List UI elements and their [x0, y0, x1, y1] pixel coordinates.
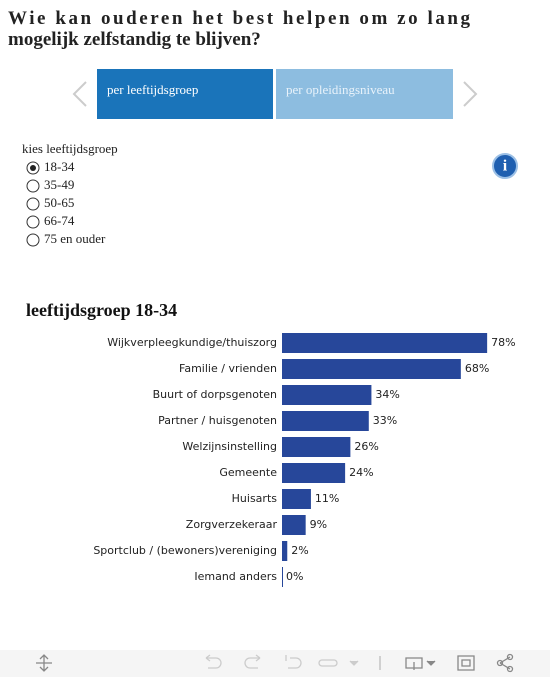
next-arrow[interactable] — [463, 81, 478, 107]
category-label: Welzijnsinstelling — [182, 440, 277, 453]
share-dot — [506, 665, 514, 673]
value-label: 0% — [286, 570, 303, 583]
share-dot — [496, 659, 504, 667]
move-icon[interactable] — [36, 654, 52, 672]
category-label: Partner / huisgenoten — [158, 414, 277, 427]
chart-title: leeftijdsgroep 18-34 — [26, 300, 177, 320]
bar[interactable] — [282, 541, 288, 561]
filter-label: kies leeftijdsgroep — [22, 141, 118, 156]
dropdown[interactable] — [349, 660, 359, 666]
toolbar — [0, 650, 550, 677]
bar[interactable] — [282, 463, 346, 483]
revert-icon[interactable] — [285, 655, 302, 669]
category-label: Familie / vrienden — [179, 362, 277, 375]
bar[interactable] — [282, 489, 311, 509]
radio-label[interactable]: 18-34 — [44, 159, 75, 174]
tab-active[interactable] — [97, 69, 273, 119]
radio-label[interactable]: 75 en ouder — [44, 231, 106, 246]
bar-chart: Wijkverpleegkundige/thuiszorg 78% Familie … — [93, 333, 516, 587]
info-glyph: i — [503, 158, 508, 175]
fullscreen-icon[interactable] — [457, 655, 475, 671]
bar[interactable] — [282, 359, 461, 379]
info-icon[interactable] — [492, 153, 518, 179]
category-label: Gemeente — [219, 466, 277, 479]
bar[interactable] — [282, 567, 283, 587]
radio-label[interactable]: 35-49 — [44, 177, 74, 192]
category-label: Huisarts — [232, 492, 278, 505]
category-label: Iemand anders — [194, 570, 277, 583]
radio[interactable] — [26, 215, 40, 229]
value-label: 9% — [310, 518, 327, 531]
share-dot — [506, 653, 514, 661]
radio-dot — [30, 165, 36, 171]
bar[interactable] — [282, 515, 306, 535]
dropdown[interactable] — [426, 660, 436, 666]
refresh-icon[interactable] — [318, 659, 338, 667]
title: Wie kan ouderen het best helpen om zo la… — [8, 8, 470, 29]
bar[interactable] — [282, 437, 351, 457]
bar[interactable] — [282, 411, 369, 431]
title: mogelijk zelfstandig te blijven? — [8, 29, 261, 50]
bar[interactable] — [282, 333, 488, 353]
radio-label[interactable]: 50-65 — [44, 195, 74, 210]
title-line: Wie kan ouderen het best helpen om zo la… — [8, 8, 470, 29]
value-label: 68% — [465, 362, 489, 375]
radio[interactable] — [26, 233, 40, 247]
value-label: 11% — [315, 492, 339, 505]
title-line: mogelijk zelfstandig te blijven? — [8, 29, 261, 50]
radio[interactable] — [26, 197, 40, 211]
redo-icon[interactable] — [244, 654, 261, 669]
radio-label[interactable]: 66-74 — [44, 213, 75, 228]
download-icon[interactable] — [405, 657, 423, 670]
value-label: 34% — [375, 388, 399, 401]
undo-icon[interactable] — [205, 654, 222, 669]
value-label: 2% — [291, 544, 308, 557]
category-label: Wijkverpleegkundige/thuiszorg — [107, 336, 277, 349]
tab[interactable] — [276, 69, 453, 119]
value-label: 24% — [349, 466, 373, 479]
category-label: Zorgverzekeraar — [186, 518, 278, 531]
value-label: 33% — [373, 414, 397, 427]
tab-label[interactable]: per opleidingsniveau — [286, 82, 395, 97]
radio[interactable] — [26, 179, 40, 193]
value-label: 26% — [354, 440, 378, 453]
prev-arrow[interactable] — [72, 81, 87, 107]
value-label: 78% — [491, 336, 515, 349]
radio-group: 18-34 35-49 50-65 66-74 75 en ouder — [26, 159, 106, 247]
tab-label[interactable]: per leeftijdsgroep — [107, 82, 198, 97]
category-label: Sportclub / (bewoners)vereniging — [93, 544, 277, 557]
bar[interactable] — [282, 385, 372, 405]
category-label: Buurt of dorpsgenoten — [153, 388, 277, 401]
